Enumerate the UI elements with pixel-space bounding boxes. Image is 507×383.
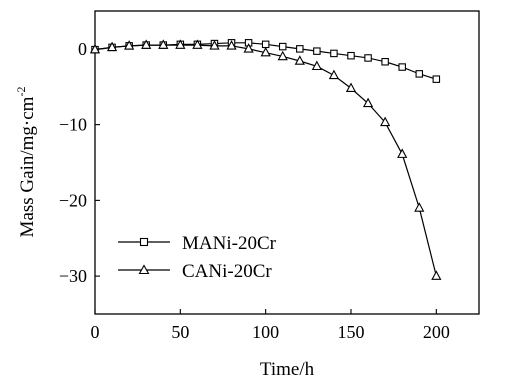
data-point-canicr <box>226 40 237 50</box>
y-tick-label: −30 <box>59 266 87 286</box>
ticks: 0 50 100 150 200 0 −10 −20 −30 <box>59 39 450 342</box>
data-point-canicr <box>106 41 118 52</box>
data-point-manicr <box>330 49 338 58</box>
data-point-canicr <box>158 39 169 49</box>
data-point-canicr <box>89 43 101 54</box>
data-point-canicr <box>277 50 288 61</box>
data-point-canicr <box>141 39 152 49</box>
data-point-canicr <box>397 148 408 158</box>
data-point-canicr <box>328 69 340 80</box>
x-axis-label: Time/h <box>260 359 315 380</box>
x-tick-label: 100 <box>252 322 279 342</box>
y-axis-label: Mass Gain/mg·cm-2 <box>14 87 38 238</box>
data-point-canicr <box>192 39 203 49</box>
x-tick-label: 50 <box>171 322 189 342</box>
data-point-manicr <box>347 51 355 60</box>
series <box>89 39 442 280</box>
data-point-canicr <box>209 40 220 50</box>
data-point-manicr <box>261 40 270 49</box>
data-point-manicr <box>364 54 372 62</box>
y-tick-label: −10 <box>59 115 87 135</box>
data-point-canicr <box>362 97 374 108</box>
data-point-canicr <box>414 202 425 212</box>
x-tick-label: 0 <box>91 322 100 342</box>
data-point-manicr <box>278 42 287 51</box>
data-point-manicr <box>415 70 424 78</box>
legend: MANi-20Cr CANi-20Cr <box>118 233 277 282</box>
plot-frame <box>94 10 480 315</box>
legend-marker-canicr <box>138 264 150 275</box>
x-tick-label: 200 <box>423 322 450 342</box>
y-tick-label: −20 <box>59 190 87 210</box>
legend-label-manicr: MANi-20Cr <box>182 233 277 254</box>
data-point-manicr <box>432 75 441 83</box>
y-axis-label-main: Mass Gain/mg·cm <box>17 96 38 237</box>
data-point-canicr <box>175 39 186 49</box>
data-point-canicr <box>124 40 135 50</box>
data-point-canicr <box>294 55 305 65</box>
data-point-canicr <box>380 116 391 127</box>
data-point-canicr <box>345 82 357 93</box>
data-point-canicr <box>311 60 322 71</box>
data-point-canicr <box>431 270 442 280</box>
data-point-canicr <box>243 43 254 53</box>
data-point-manicr <box>296 45 304 53</box>
data-point-manicr <box>381 57 389 66</box>
data-point-manicr <box>398 63 406 71</box>
legend-marker-manicr <box>139 237 149 247</box>
x-tick-label: 150 <box>338 322 365 342</box>
data-point-canicr <box>260 46 271 57</box>
data-point-manicr <box>313 47 321 55</box>
legend-label-canicr: CANi-20Cr <box>182 261 272 282</box>
y-axis-label-superscript: -2 <box>14 87 28 97</box>
y-tick-label: 0 <box>78 39 87 59</box>
